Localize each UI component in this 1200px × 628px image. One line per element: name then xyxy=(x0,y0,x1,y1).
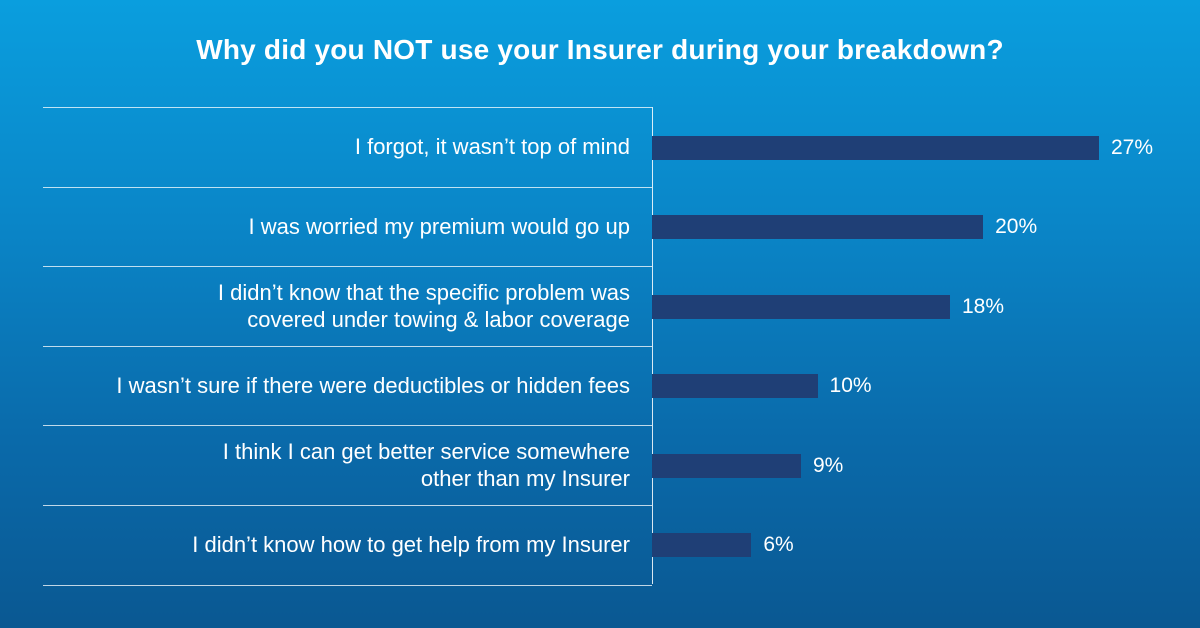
category-row: I think I can get better service somewhe… xyxy=(43,425,652,505)
bar xyxy=(652,453,801,478)
bar xyxy=(652,533,752,558)
category-label: I forgot, it wasn’t top of mind xyxy=(354,134,630,160)
category-row: I didn’t know that the specific problem … xyxy=(43,266,652,346)
data-label: 18% xyxy=(962,294,1005,318)
category-label: I wasn’t sure if there were deductibles … xyxy=(116,372,630,398)
category-row: I wasn’t sure if there were deductibles … xyxy=(43,345,652,426)
data-label: 27% xyxy=(1111,135,1154,159)
chart-title: Why did you NOT use your Insurer during … xyxy=(196,34,1004,65)
category-row: I forgot, it wasn’t top of mind xyxy=(43,107,652,187)
category-label: I think I can get better service somewhe… xyxy=(222,439,630,491)
bar xyxy=(652,135,1099,160)
category-label: I was worried my premium would go up xyxy=(248,213,630,239)
category-label: I didn’t know how to get help from my In… xyxy=(192,531,630,557)
bar xyxy=(652,294,950,319)
category-row: I was worried my premium would go up xyxy=(43,186,652,267)
data-label: 6% xyxy=(763,533,794,557)
bar xyxy=(652,215,984,240)
category-axis-line xyxy=(652,107,653,584)
data-label: 10% xyxy=(829,374,872,398)
bar xyxy=(652,374,818,399)
data-label: 9% xyxy=(813,453,844,477)
category-row: I didn’t know how to get help from my In… xyxy=(43,504,652,586)
data-label: 20% xyxy=(995,215,1038,239)
category-label: I didn’t know that the specific problem … xyxy=(217,280,630,332)
